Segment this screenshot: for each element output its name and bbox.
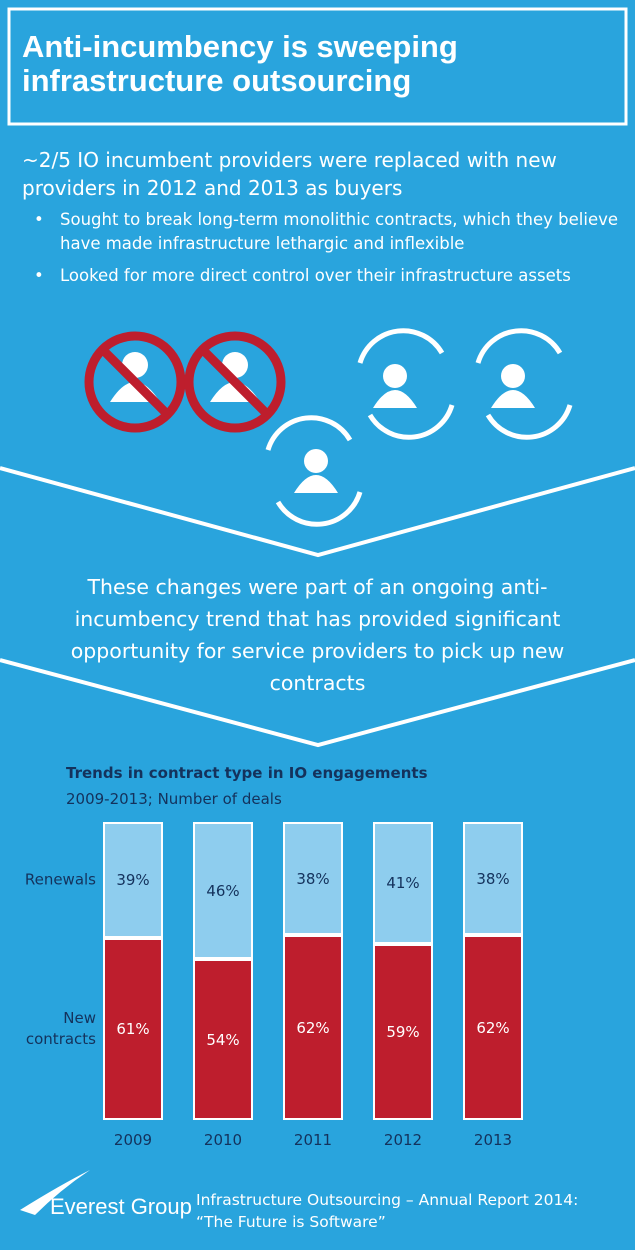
report-title: Infrastructure Outsourcing – Annual Repo…: [196, 1191, 579, 1231]
series-label: New contracts: [25, 1009, 96, 1049]
x-tick-label: 2010: [203, 1131, 243, 1149]
value-label: 46%: [206, 881, 240, 900]
value-label: 62%: [296, 1018, 330, 1037]
bar-segment: [463, 935, 523, 1120]
bullet-text: Looked for more direct control over thei…: [60, 266, 571, 285]
logo-mark: [20, 1170, 90, 1215]
callout: These changes were part of an ongoing an…: [70, 575, 565, 695]
value-label: 54%: [206, 1030, 240, 1049]
bar-segment: [283, 935, 343, 1120]
brand: Everest Group: [50, 1194, 192, 1219]
title: Anti-incumbency is sweeping infrastructu…: [22, 29, 458, 98]
bullet-dot: •: [34, 266, 44, 285]
bar-segment: [103, 822, 163, 939]
value-label: 41%: [386, 874, 420, 893]
replace-icon: [357, 328, 455, 440]
bar-segment: [373, 944, 433, 1120]
value-label: 38%: [296, 869, 330, 888]
value-label: 38%: [476, 869, 510, 888]
chevron: [0, 466, 635, 558]
chevron: [0, 658, 635, 748]
intro: ~2/5 IO incumbent providers were replace…: [22, 148, 557, 200]
bar-segment: [373, 822, 433, 945]
value-label: 59%: [386, 1023, 420, 1042]
bullet-text: Sought to break long-term monolithic con…: [60, 210, 619, 253]
bar-segment: [193, 822, 253, 960]
bar-segment: [103, 938, 163, 1120]
value-label: 39%: [116, 871, 150, 890]
x-tick-label: 2013: [473, 1131, 513, 1149]
title-frame: [7, 7, 628, 126]
bullet-item: • Looked for more direct control over the…: [34, 264, 620, 288]
x-tick-label: 2012: [383, 1131, 423, 1149]
blocked-icon: [184, 331, 286, 433]
chart-title: Trends in contract type in IO engagement…: [66, 764, 428, 782]
bar-segment: [283, 822, 343, 936]
x-tick-label: 2009: [113, 1131, 153, 1149]
bar-segment: [193, 959, 253, 1120]
bullet-dot: •: [34, 210, 44, 229]
series-label: Renewals: [24, 870, 96, 889]
replace-icon: [475, 328, 573, 440]
value-label: 61%: [116, 1020, 150, 1039]
x-tick-label: 2011: [293, 1131, 333, 1149]
bullet-item: • Sought to break long-term monolithic co…: [34, 208, 620, 256]
value-label: 62%: [476, 1018, 510, 1037]
chart-subtitle: 2009-2013; Number of deals: [66, 790, 282, 808]
bar-segment: [463, 822, 523, 936]
replace-icon: [265, 415, 363, 527]
blocked-icon: [84, 331, 186, 433]
